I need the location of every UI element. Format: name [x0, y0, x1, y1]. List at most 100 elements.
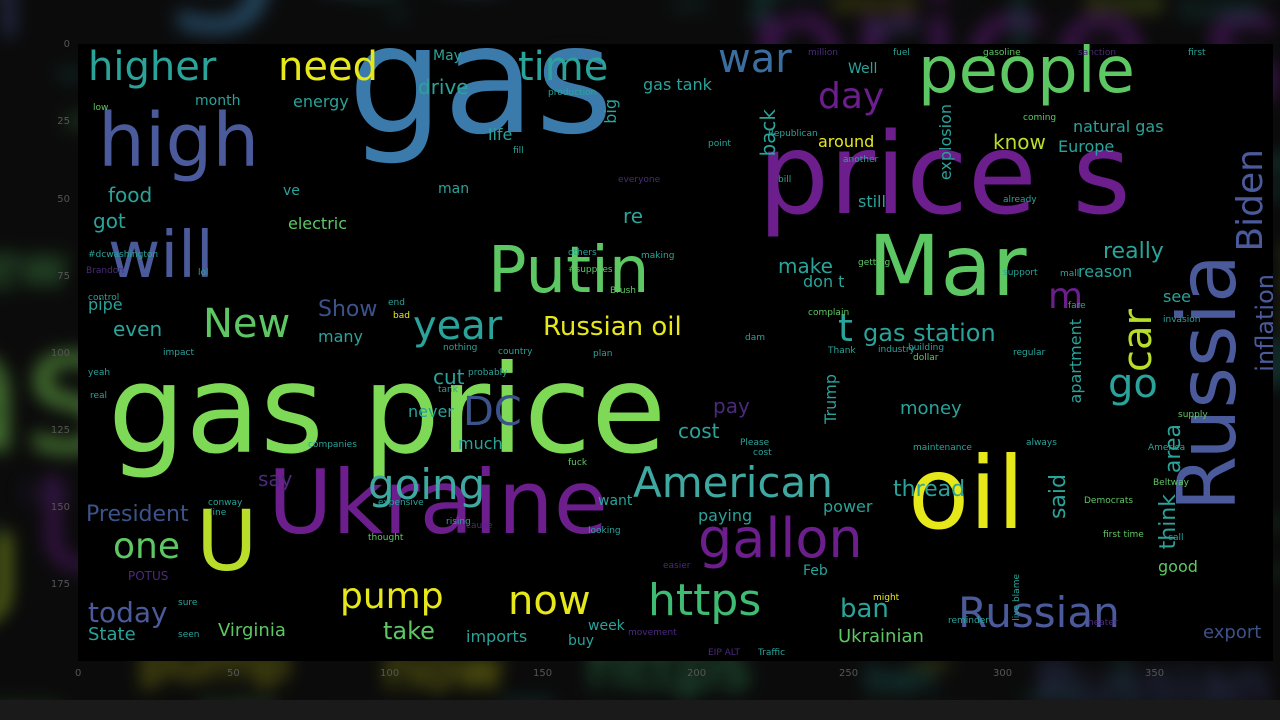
- cloud-word: people: [918, 44, 1135, 108]
- cloud-word: complain: [808, 308, 850, 318]
- cloud-word: now: [508, 578, 591, 624]
- cloud-word: see: [1163, 287, 1192, 306]
- cloud-word: today: [88, 596, 168, 629]
- cloud-word: got: [93, 209, 126, 233]
- cloud-word: Brush: [610, 286, 636, 296]
- cloud-word: cause: [466, 521, 493, 531]
- cloud-word: gasoline: [983, 48, 1021, 58]
- backdrop-word: New: [0, 232, 68, 300]
- backdrop-word: life: [355, 0, 390, 4]
- backdrop-word: around: [833, 0, 915, 16]
- cloud-word: bill: [778, 175, 792, 185]
- cloud-word: fare: [1068, 301, 1086, 311]
- cloud-word: seen: [178, 630, 200, 640]
- cloud-word: paying: [698, 506, 753, 525]
- cloud-word: production: [548, 88, 597, 98]
- cloud-word: companies: [308, 440, 357, 450]
- cloud-word: fuck: [568, 458, 588, 468]
- cloud-word: Virginia: [218, 620, 286, 641]
- cloud-word: State: [88, 624, 136, 645]
- cloud-word: call: [1168, 533, 1184, 543]
- cloud-word: others: [568, 248, 597, 258]
- cloud-word: really: [1103, 239, 1164, 264]
- cloud-word: America: [1148, 443, 1186, 453]
- cloud-word: million: [808, 48, 838, 58]
- backdrop-word: know: [1086, 0, 1164, 19]
- cloud-word: pump: [340, 576, 444, 617]
- word-cloud-canvas: gas gas price price s Ukraine oil Russia Mar pe…: [78, 44, 1273, 661]
- backdrop-word: fill: [390, 8, 407, 24]
- cloud-word: New: [203, 301, 291, 347]
- x-tick: 150: [533, 668, 553, 679]
- y-tick: 0: [63, 39, 70, 50]
- cloud-word: even: [113, 317, 163, 341]
- cloud-word: nothing: [443, 343, 478, 353]
- cloud-word: year: [413, 303, 503, 349]
- cloud-word: supply: [1178, 410, 1208, 420]
- cloud-word: go: [1108, 361, 1158, 407]
- cloud-word: month: [195, 93, 241, 109]
- cloud-word: Beltway: [1153, 478, 1189, 488]
- cloud-word: drive: [418, 75, 469, 99]
- cloud-word: sanction: [1078, 48, 1117, 58]
- cloud-word: dollar: [913, 353, 939, 363]
- cloud-word: tank: [438, 385, 458, 395]
- cloud-word: war: [718, 44, 792, 82]
- cloud-word: getting: [858, 258, 891, 268]
- cloud-word: #dcwashington: [88, 250, 159, 260]
- y-tick: 25: [57, 116, 70, 127]
- cloud-word: Ukraine: [268, 451, 608, 554]
- cloud-word: industry: [878, 345, 915, 355]
- cloud-word: day: [818, 76, 885, 117]
- cloud-word: higher: [88, 44, 217, 90]
- cloud-word: food: [108, 183, 153, 207]
- cloud-word: ve: [283, 183, 300, 199]
- cloud-word: week: [588, 618, 625, 634]
- cloud-word: Democrats: [1084, 496, 1134, 506]
- cloud-word: gas station: [863, 319, 996, 347]
- y-tick: 175: [50, 579, 70, 590]
- cloud-word: Republican: [768, 129, 818, 139]
- cloud-word: real: [90, 391, 108, 401]
- cloud-word: explosion: [936, 104, 955, 181]
- backdrop-word: back: [743, 0, 777, 23]
- cloud-word: always: [1026, 438, 1057, 448]
- cloud-word: easier: [663, 561, 691, 571]
- cloud-word: movement: [628, 628, 677, 638]
- cloud-word: pay: [713, 394, 750, 418]
- cloud-word: yeah: [88, 368, 111, 378]
- cloud-word: gas tank: [643, 75, 712, 94]
- cloud-word: gas: [348, 44, 614, 168]
- cloud-word: Mar: [868, 217, 1027, 315]
- cloud-word: going: [368, 460, 486, 509]
- cloud-word: EIP ALT: [708, 648, 741, 658]
- cloud-word: oil: [908, 435, 1025, 552]
- cloud-word: invasion: [1163, 315, 1201, 325]
- cloud-word: apartment: [1066, 319, 1085, 404]
- cloud-word: imports: [466, 627, 528, 646]
- cloud-word: big: [601, 99, 620, 124]
- cloud-word: control: [88, 293, 120, 303]
- backdrop-word: point: [673, 0, 707, 14]
- cloud-word: DC: [463, 389, 522, 435]
- y-tick: 75: [57, 271, 70, 282]
- y-tick: 100: [50, 348, 70, 359]
- backdrop-word: Europe: [1181, 0, 1263, 23]
- cloud-word: Russian oil: [543, 312, 682, 342]
- cloud-word: m: [1048, 276, 1084, 317]
- cloud-word: never: [408, 402, 454, 421]
- cloud-word: fuel: [893, 48, 910, 58]
- cloud-word: POTUS: [128, 569, 169, 583]
- cloud-word: need: [278, 44, 378, 90]
- cloud-word: said: [1046, 474, 1071, 520]
- cloud-word: probably: [468, 368, 508, 378]
- cloud-word: ban: [840, 594, 889, 624]
- cloud-word: Russian: [958, 588, 1120, 637]
- cloud-word: end: [388, 298, 405, 308]
- cloud-word: point: [708, 139, 731, 149]
- cloud-word: Traffic: [758, 648, 786, 658]
- backdrop-word: U: [0, 519, 20, 642]
- cloud-word: impact: [163, 348, 194, 358]
- cloud-word: first: [1188, 48, 1206, 58]
